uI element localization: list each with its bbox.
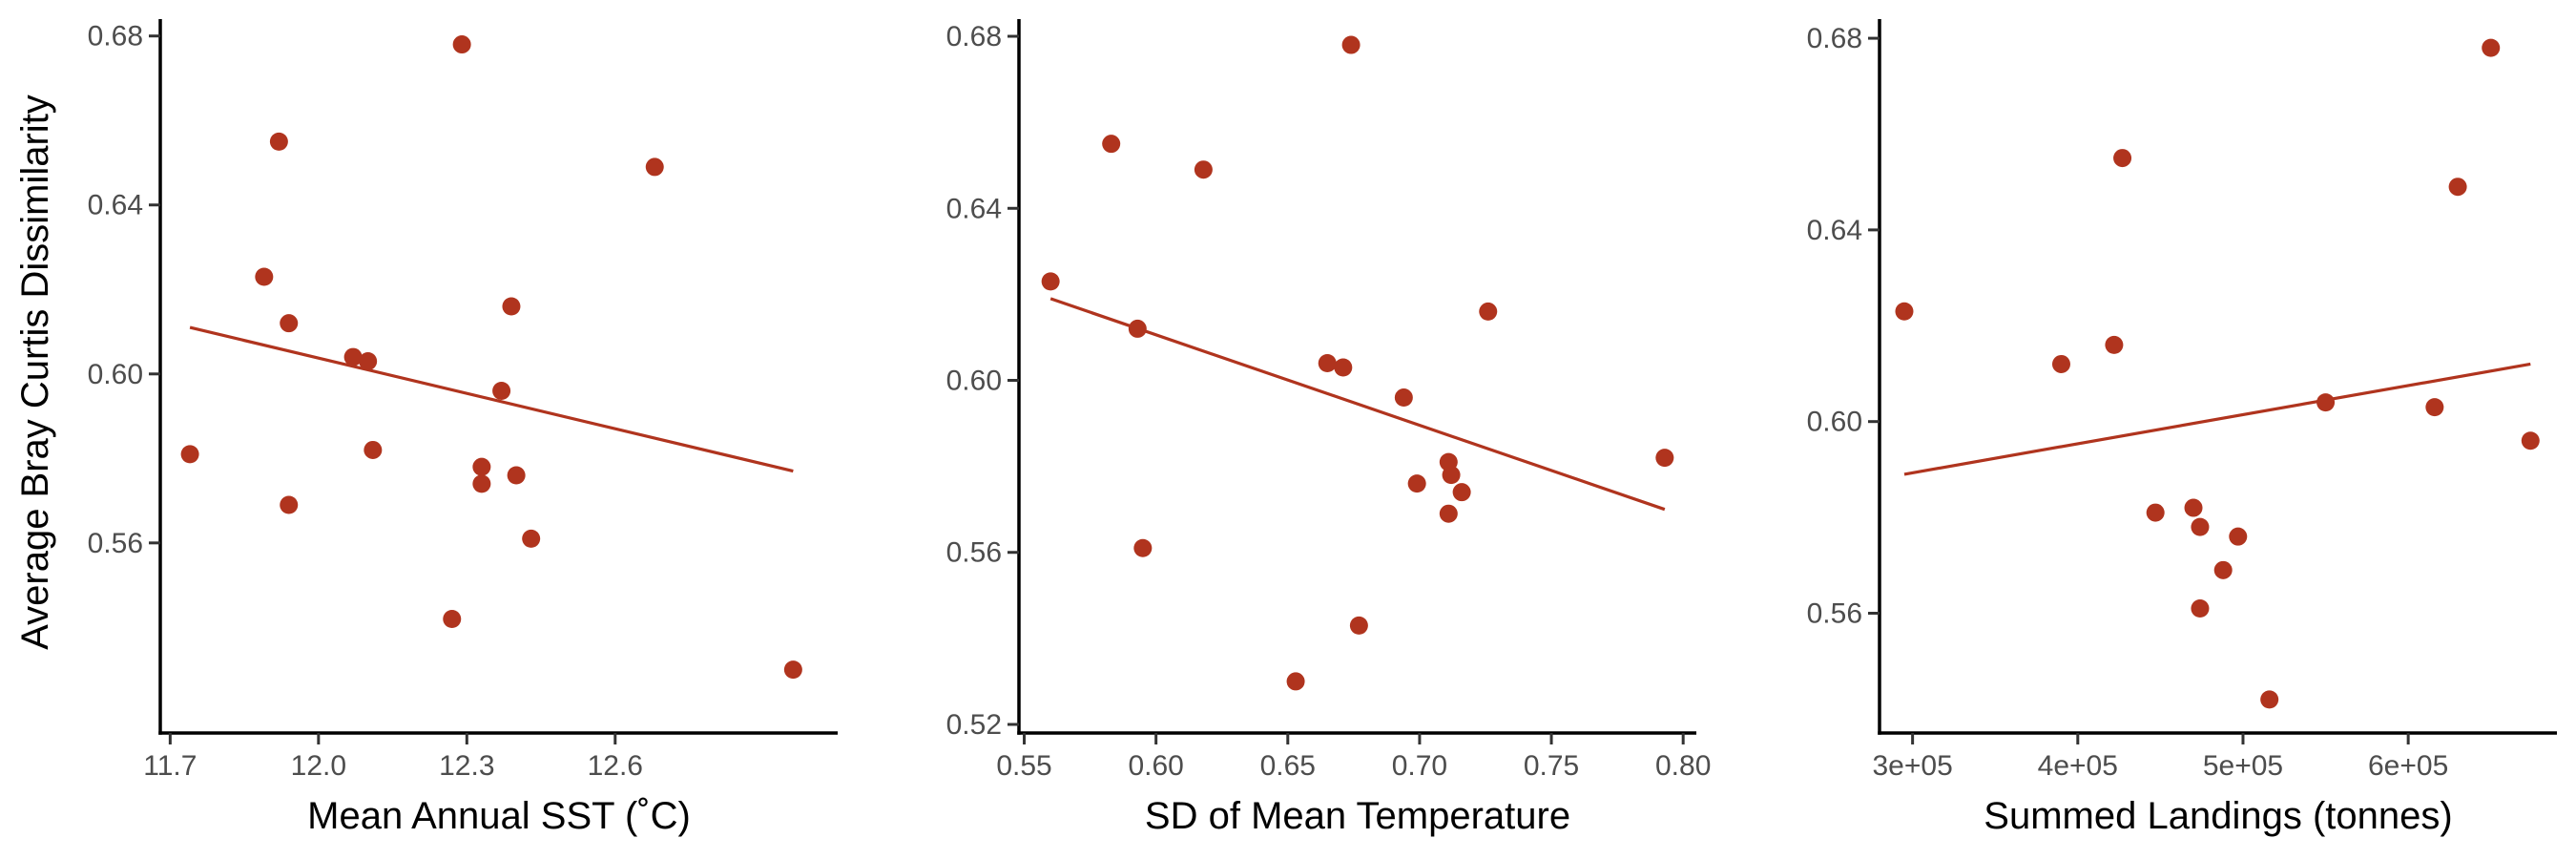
data-point [2105, 335, 2124, 354]
data-point [1407, 474, 1426, 493]
regression-line [189, 325, 794, 473]
x-tick-label: 0.60 [1128, 750, 1183, 782]
panel-summed-landings: 0.56 0.60 0.64 0.68 3e+05 4e+05 5e+05 6e+05 Summ… [1807, 19, 2557, 837]
x-axis-title: SD of Mean Temperature [1145, 795, 1570, 837]
data-point [1318, 353, 1337, 372]
data-point [507, 466, 526, 485]
y-tick-label: 0.56 [1807, 597, 1862, 629]
data-point [472, 457, 491, 476]
y-axis-title: Average Bray Curtis Dissimilarity [14, 94, 56, 650]
data-point [1442, 466, 1461, 485]
data-point [280, 495, 299, 514]
panel-sd-temperature: 0.52 0.56 0.60 0.64 0.68 0.55 0.60 0.65 0.70 0.75… [946, 19, 1711, 837]
data-point [1341, 35, 1361, 54]
data-point [2146, 503, 2165, 522]
x-tick-label: 3e+05 [1873, 750, 1953, 782]
data-point [2316, 393, 2336, 412]
data-point [1439, 504, 1458, 523]
data-point [2191, 598, 2210, 618]
data-point [1102, 135, 1121, 154]
data-point [452, 35, 471, 54]
data-point [1041, 272, 1060, 291]
regression-line [1049, 297, 1666, 512]
data-point [522, 529, 541, 548]
data-point [2113, 149, 2132, 168]
x-tick-label: 4e+05 [2038, 750, 2118, 782]
x-tick-label: 0.65 [1260, 750, 1316, 782]
data-point [2521, 431, 2540, 450]
data-point [255, 267, 274, 286]
data-point [1895, 302, 1914, 321]
data-point [1479, 302, 1498, 321]
x-tick-label: 6e+05 [2368, 750, 2448, 782]
data-point [1133, 538, 1153, 557]
y-tick-label: 0.68 [88, 21, 143, 52]
data-point [1655, 449, 1674, 468]
x-tick-label: 0.55 [996, 750, 1051, 782]
data-point [180, 445, 199, 464]
y-tick-label: 0.64 [946, 193, 1002, 224]
x-tick-label: 12.3 [439, 750, 494, 782]
y-tick-label: 0.60 [1807, 407, 1862, 438]
data-point [443, 609, 462, 628]
data-point [2191, 517, 2210, 536]
data-point [1286, 672, 1305, 691]
data-point [502, 297, 521, 316]
y-tick-label: 0.60 [88, 359, 143, 390]
x-axis-title: Summed Landings (tonnes) [1984, 795, 2452, 837]
regression-line [1903, 362, 2531, 476]
data-point [492, 381, 511, 400]
panel-sst: 0.56 0.60 0.64 0.68 11.7 12.0 12.3 12.6 Mean Ann… [88, 19, 838, 837]
data-point [2448, 178, 2467, 197]
data-point [359, 352, 378, 371]
data-point [1394, 388, 1413, 408]
x-tick-label: 5e+05 [2203, 750, 2283, 782]
data-point [2184, 498, 2203, 517]
x-tick-label: 0.80 [1655, 750, 1711, 782]
data-point [1349, 616, 1368, 635]
x-tick-label: 0.70 [1392, 750, 1447, 782]
y-tick-label: 0.52 [946, 709, 1002, 741]
data-point [1452, 483, 1471, 502]
x-axis-title: Mean Annual SST (˚C) [307, 795, 691, 837]
y-tick-label: 0.56 [88, 528, 143, 559]
data-point [1128, 319, 1147, 338]
y-tick-label: 0.64 [88, 190, 143, 221]
data-point [2051, 354, 2070, 373]
data-point [364, 440, 383, 459]
y-tick-label: 0.68 [946, 21, 1002, 52]
data-point [269, 132, 288, 151]
y-tick-label: 0.68 [1807, 23, 1862, 54]
data-point [645, 157, 664, 177]
y-tick-label: 0.56 [946, 537, 1002, 569]
x-tick-label: 11.7 [143, 750, 197, 782]
data-point [280, 314, 299, 333]
x-tick-label: 0.75 [1524, 750, 1579, 782]
data-point [2260, 690, 2279, 709]
data-point [343, 347, 363, 367]
data-point [2425, 398, 2444, 417]
x-tick-label: 12.6 [588, 750, 643, 782]
data-point [2229, 527, 2248, 546]
data-point [1194, 160, 1213, 179]
data-point [2482, 38, 2501, 57]
y-tick-label: 0.60 [946, 366, 1002, 397]
data-point [2213, 560, 2233, 579]
y-tick-label: 0.64 [1807, 215, 1862, 246]
x-tick-label: 12.0 [291, 750, 346, 782]
data-point [1334, 358, 1353, 377]
data-point [472, 474, 491, 493]
data-point [783, 660, 802, 680]
